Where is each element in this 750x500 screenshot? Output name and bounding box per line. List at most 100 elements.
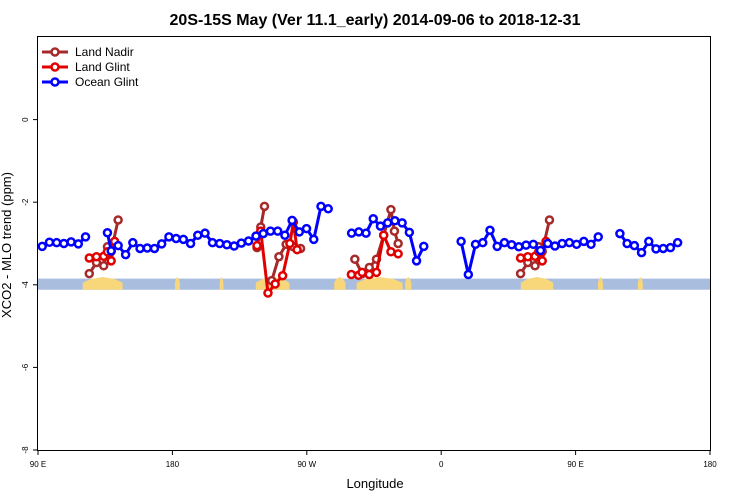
data-point [287,215,297,226]
y-tick-label: 0 [21,117,30,122]
land-region [174,277,180,290]
series-land-glint [84,217,551,298]
legend-label: Land Glint [75,60,130,74]
data-point [73,239,84,249]
data-point [371,267,382,278]
data-point [265,226,276,236]
land-region [637,277,643,290]
data-point [411,256,422,266]
data-point [171,233,181,244]
series-ocean-glint [37,201,683,280]
data-point [251,231,261,241]
data-point [375,221,386,231]
data-point [113,240,123,251]
data-point [463,269,474,280]
data-point [156,239,167,249]
data-point [207,237,218,248]
data-point [280,230,290,240]
x-tick-label: 180 [166,460,180,469]
y-tick-label: -4 [21,281,30,289]
data-point [419,241,429,252]
data-point [622,238,632,249]
data-point [470,239,481,250]
data-point [672,237,683,248]
data-point [615,228,625,239]
land-region [405,277,412,290]
data-point [357,267,367,278]
data-point [91,251,102,262]
legend-label: Land Nadir [75,45,134,59]
data-point [665,242,676,253]
data-point [364,269,375,280]
data-point [243,236,254,246]
data-point [404,227,415,238]
data-point [316,201,326,212]
data-point [84,253,95,263]
x-tick-label: 90 W [297,460,316,469]
x-tick-label: 180 [703,460,717,469]
data-point [393,238,403,249]
data-point [222,239,232,250]
data-point [393,249,403,259]
data-point [499,237,510,248]
data-point [644,236,654,247]
x-axis: 90 E 180 90 W 0 90 E 180 [30,450,717,469]
data-point [185,238,196,249]
data-point [528,239,539,250]
data-point [579,236,589,247]
data-point [277,270,288,281]
data-point [593,232,603,242]
data-point [586,239,596,250]
data-point [530,261,540,271]
data-point [263,288,273,298]
data-point [485,225,495,236]
x-tick-label: 0 [439,460,444,469]
data-point [66,237,76,247]
data-point [550,241,560,251]
data-point [51,237,62,248]
data-point [178,234,189,245]
data-point [106,246,116,256]
y-axis-label: XCO2 - MLO trend (ppm) [0,172,14,318]
data-point [272,226,283,236]
land-region [82,277,123,290]
legend-label: Ocean Glint [75,75,139,89]
data-point [361,228,371,238]
data-point [368,213,379,224]
data-point [346,269,357,280]
data-point [258,228,268,239]
data-point [128,237,138,248]
data-point [44,237,55,248]
data-point [386,247,396,257]
data-point [651,244,661,254]
data-point [164,232,174,242]
data-point [397,218,407,228]
data-point [515,268,526,279]
land-region [334,277,346,290]
y-tick-label: -2 [21,198,30,206]
data-point [292,244,302,255]
data-point [135,243,145,254]
data-point [120,249,131,260]
data-point [102,228,113,238]
data-point [274,251,284,262]
y-tick-label: -8 [21,446,30,454]
data-point [98,261,109,271]
y-axis: -8 -6 -4 -2 0 [21,117,38,454]
legend-marker [50,62,60,72]
data-point [149,243,160,254]
data-point [214,238,225,249]
land-ocean-bands [38,277,710,290]
data-point [270,279,280,289]
legend-marker [50,77,60,87]
data-point [346,228,357,238]
data-point [236,238,247,248]
data-point [323,204,333,214]
data-point [537,256,547,266]
data-point [535,245,546,256]
data-point [492,241,502,252]
data-point [542,238,553,249]
land-region [219,277,224,290]
data-point [309,234,319,245]
